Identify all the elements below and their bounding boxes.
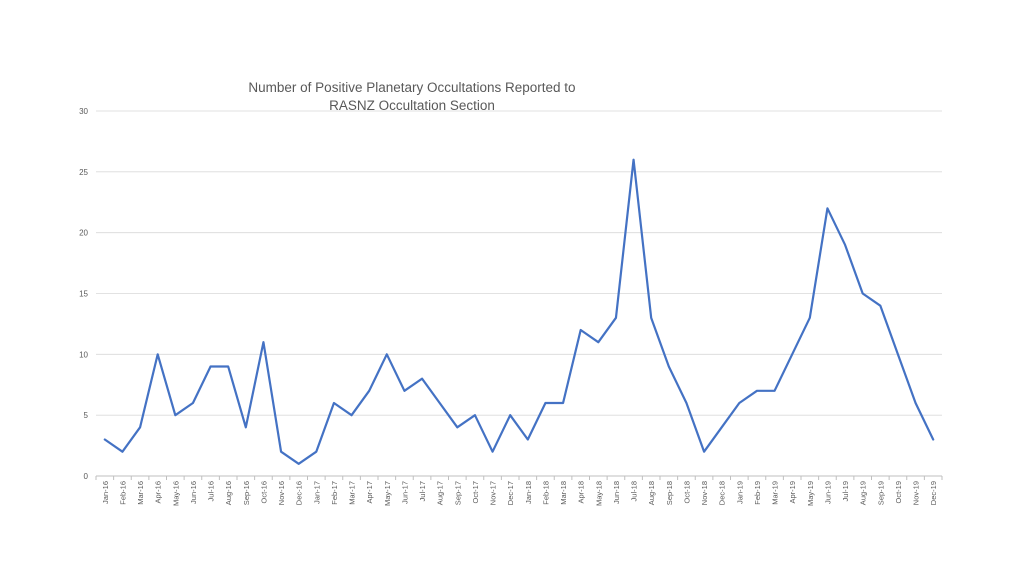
x-tick-label: Aug-19 (859, 481, 868, 505)
x-tick-label: Jul-19 (841, 481, 850, 501)
x-tick-label: Nov-17 (489, 481, 498, 505)
x-tick-label: Dec-16 (295, 481, 304, 505)
y-tick-label: 20 (79, 229, 88, 238)
x-tick-label: Apr-16 (154, 481, 163, 504)
x-tick-label: Jan-16 (101, 481, 110, 504)
x-tick-label: Apr-18 (577, 481, 586, 504)
x-tick-label: Apr-17 (365, 481, 374, 504)
x-tick-label: Mar-16 (136, 481, 145, 505)
x-tick-label: Mar-18 (559, 481, 568, 505)
x-tick-label: Nov-16 (277, 481, 286, 505)
x-tick-label: Aug-18 (647, 481, 656, 505)
x-tick-label: Jul-18 (630, 481, 639, 501)
x-tick-label: Aug-16 (224, 481, 233, 505)
x-tick-label: Sep-18 (665, 481, 674, 505)
x-tick-label: Jun-16 (189, 481, 198, 504)
x-tick-label: Aug-17 (436, 481, 445, 505)
x-tick-label: Dec-17 (506, 481, 515, 505)
y-tick-label: 0 (84, 472, 89, 481)
x-tick-label: Oct-18 (682, 481, 691, 504)
x-tick-label: Oct-16 (259, 481, 268, 504)
x-tick-label: Feb-16 (118, 481, 127, 505)
x-tick-label: Sep-16 (242, 481, 251, 505)
chart-title-line-1: Number of Positive Planetary Occultation… (248, 80, 575, 95)
x-tick-label: Feb-19 (753, 481, 762, 505)
x-tick-label: Mar-19 (771, 481, 780, 505)
x-tick-label: Dec-19 (929, 481, 938, 505)
x-tick-label: Jun-17 (400, 481, 409, 504)
x-tick-label: May-17 (383, 481, 392, 506)
x-tick-label: Mar-17 (348, 481, 357, 505)
x-tick-label: Jul-16 (207, 481, 216, 501)
x-tick-label: Sep-19 (876, 481, 885, 505)
x-tick-label: Jun-18 (612, 481, 621, 504)
x-tick-label: Nov-18 (700, 481, 709, 505)
y-tick-label: 15 (79, 290, 88, 299)
x-tick-label: Jan-17 (312, 481, 321, 504)
x-tick-label: Oct-19 (894, 481, 903, 504)
y-tick-label: 25 (79, 168, 88, 177)
x-tick-label: Jan-18 (524, 481, 533, 504)
x-tick-label: May-18 (594, 481, 603, 506)
x-tick-label: Feb-18 (541, 481, 550, 505)
x-tick-label: Jul-17 (418, 481, 427, 501)
x-tick-label: Jan-19 (735, 481, 744, 504)
x-tick-label: Apr-19 (788, 481, 797, 504)
x-tick-label: May-16 (171, 481, 180, 506)
x-tick-label: May-19 (806, 481, 815, 506)
x-tick-label: Feb-17 (330, 481, 339, 505)
y-tick-label: 5 (84, 411, 89, 420)
x-tick-label: Nov-19 (912, 481, 921, 505)
x-tick-label: Jun-19 (823, 481, 832, 504)
y-tick-label: 10 (79, 350, 88, 359)
x-tick-label: Sep-17 (453, 481, 462, 505)
y-tick-label: 30 (79, 107, 88, 116)
x-tick-label: Oct-17 (471, 481, 480, 504)
series-line (105, 160, 933, 464)
x-tick-label: Dec-18 (718, 481, 727, 505)
